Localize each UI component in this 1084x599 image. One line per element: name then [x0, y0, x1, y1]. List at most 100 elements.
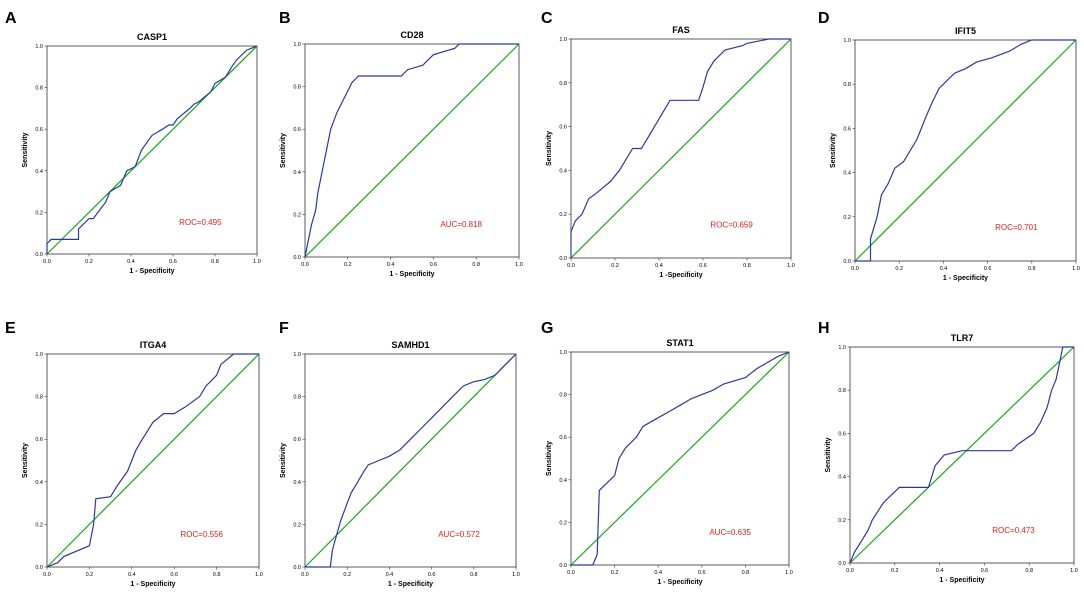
y-tick-label: 1.0: [843, 38, 851, 44]
x-tick-label: 0.8: [213, 572, 221, 578]
x-tick-label: 0.6: [984, 266, 992, 272]
x-tick-label: 1.0: [787, 263, 795, 269]
roc-panel-g: G STAT1 0.00.0 0.2 0.2 0.4 0.4 0.6 0.6 0.8 0.8 1.0 1…: [541, 320, 793, 586]
y-tick-label: 0.2: [293, 522, 301, 528]
reference-diagonal-line: [46, 353, 260, 568]
auc-annotation: AUC=0.818: [440, 220, 482, 229]
x-tick-label: 0.0: [567, 263, 575, 269]
x-tick-label: 0.6: [698, 570, 706, 576]
panel-letter: D: [818, 10, 830, 27]
x-tick-label: 1.0: [1070, 568, 1078, 574]
x-tick-label: 1.0: [785, 570, 793, 576]
x-tick-label: 0.4: [655, 263, 663, 269]
y-tick-label: 0.2: [559, 212, 567, 218]
plot-frame: [570, 351, 790, 566]
x-tick-label: 0.0: [851, 266, 859, 272]
y-axis-label: Sensitivity: [825, 437, 832, 472]
roc-curve-line: [304, 43, 519, 258]
chart-title: SAMHD1: [391, 340, 429, 350]
plot-frame: [304, 43, 520, 258]
chart-title: CD28: [400, 30, 423, 40]
chart-title: TLR7: [951, 333, 974, 343]
chart-title: STAT1: [666, 338, 693, 348]
panel-letter: H: [818, 320, 830, 337]
panel-letter: F: [279, 320, 289, 337]
x-axis-label: 1 - Specificity: [130, 581, 175, 588]
y-tick-label: 0.0: [293, 565, 301, 571]
x-tick-label: 0.2: [85, 259, 93, 265]
x-tick-label: 0.0: [43, 572, 51, 578]
x-tick-label: 0.0: [43, 259, 51, 265]
y-tick-label: 0.6: [293, 127, 301, 133]
x-tick-label: 0.4: [128, 572, 136, 578]
x-tick-label: 0.4: [936, 568, 944, 574]
y-tick-label: 0.2: [293, 212, 301, 218]
x-tick-label: 0.2: [891, 568, 899, 574]
y-tick-label: 0.6: [559, 435, 567, 441]
x-axis-label: 1 - Specificity: [943, 275, 988, 282]
panel-letter: B: [279, 10, 291, 27]
x-tick-label: 0.0: [846, 568, 854, 574]
panel-letter: A: [5, 10, 17, 27]
y-tick-label: 0.6: [293, 437, 301, 443]
y-tick-label: 0.4: [293, 170, 301, 176]
y-tick-label: 0.8: [35, 395, 43, 401]
reference-diagonal-line: [46, 45, 258, 255]
y-tick-label: 0.2: [838, 518, 846, 524]
chart-title: IFIT5: [955, 26, 976, 36]
x-tick-label: 0.0: [301, 572, 309, 578]
y-tick-label: 0.4: [35, 480, 43, 486]
y-tick-label: 0.4: [559, 168, 567, 174]
x-tick-label: 0.4: [386, 572, 394, 578]
y-tick-label: 0.2: [559, 520, 567, 526]
x-axis-label: 1 - Specificity: [129, 268, 174, 275]
roc-curve-line: [855, 39, 1076, 262]
y-axis-label: Sensitivity: [22, 132, 29, 167]
roc-panel-e: E ITGA4 0.00.0 0.2 0.2 0.4 0.4 0.6 0.6 0.8 0.8 1.0 1…: [5, 320, 263, 588]
y-tick-label: 0.8: [35, 86, 43, 92]
x-tick-label: 0.2: [611, 263, 619, 269]
y-tick-label: 0.0: [838, 561, 846, 567]
roc-curve-line: [46, 45, 258, 254]
roc-panel-f: F SAMHD1 0.00.0 0.2 0.2 0.4 0.4 0.6 0.6 0.8 0.8 1.0…: [279, 320, 520, 588]
y-tick-label: 1.0: [35, 352, 43, 358]
x-tick-label: 0.4: [940, 266, 948, 272]
y-tick-label: 0.0: [35, 565, 43, 571]
y-tick-label: 0.6: [35, 437, 43, 443]
panel-letter: C: [541, 10, 553, 27]
x-tick-label: 0.0: [567, 570, 575, 576]
x-tick-label: 0.6: [699, 263, 707, 269]
y-tick-label: 1.0: [35, 44, 43, 50]
y-tick-label: 1.0: [559, 350, 567, 356]
chart-title: CASP1: [137, 32, 167, 42]
x-tick-label: 0.0: [301, 262, 309, 268]
y-axis-label: Sensitivity: [546, 131, 553, 166]
y-tick-label: 0.6: [843, 126, 851, 132]
y-axis-label: Sensitivity: [546, 441, 553, 476]
x-tick-label: 0.8: [1025, 568, 1033, 574]
roc-curve-line: [46, 353, 259, 568]
auc-annotation: ROC=0.495: [179, 218, 222, 227]
panel-letter: G: [541, 320, 553, 337]
x-tick-label: 1.0: [253, 259, 261, 265]
panel-letter: E: [5, 320, 16, 337]
plot-frame: [46, 353, 260, 568]
reference-diagonal-line: [854, 39, 1077, 262]
y-tick-label: 0.8: [293, 395, 301, 401]
roc-panel-h: H TLR7 0.00.0 0.2 0.2 0.4 0.4 0.6 0.6 0.8 0.8 1.0 1.…: [818, 320, 1078, 584]
y-tick-label: 0.2: [35, 522, 43, 528]
y-tick-label: 1.0: [293, 42, 301, 48]
y-axis-label: Sensitivity: [830, 133, 837, 168]
x-tick-label: 0.8: [211, 259, 219, 265]
x-axis-label: 1 - Specificity: [939, 577, 984, 584]
auc-annotation: ROC=0.701: [995, 223, 1038, 232]
x-tick-label: 0.8: [470, 572, 478, 578]
y-tick-label: 0.8: [559, 393, 567, 399]
plot-frame: [570, 38, 792, 259]
x-tick-label: 1.0: [512, 572, 520, 578]
y-tick-label: 1.0: [559, 37, 567, 43]
y-tick-label: 0.0: [293, 255, 301, 261]
x-tick-label: 0.6: [428, 572, 436, 578]
x-tick-label: 0.4: [654, 570, 662, 576]
roc-panel-b: B CD28 0.00.0 0.2 0.2 0.4 0.4 0.6 0.6 0.8 0.8 1.0 1.…: [279, 10, 523, 278]
